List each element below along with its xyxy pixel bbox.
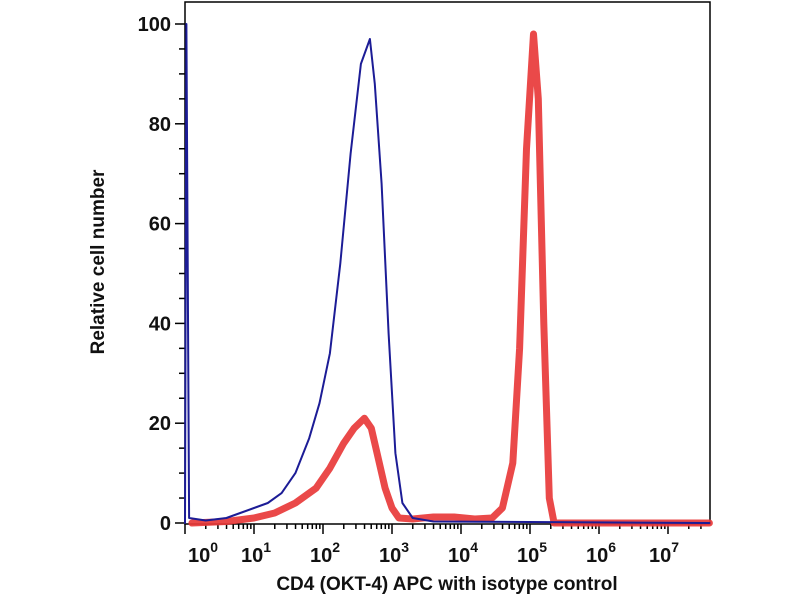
x-tick-base: 10 (586, 545, 608, 567)
x-tick-exponent: 4 (470, 539, 478, 555)
y-tick-label: 60 (149, 214, 171, 236)
x-tick-exponent: 3 (401, 539, 409, 555)
cd4-apc-histogram-line (188, 30, 713, 527)
x-tick-label: 102 (310, 539, 340, 567)
x-tick-label: 106 (586, 539, 616, 567)
x-tick-label: 100 (188, 539, 218, 567)
y-tick-label: 20 (149, 413, 171, 435)
x-tick-exponent: 6 (608, 539, 616, 555)
x-tick-exponent: 1 (263, 539, 271, 555)
x-tick-exponent: 5 (539, 539, 547, 555)
y-tick-label: 100 (138, 14, 171, 36)
isotype-control-histogram-line (184, 23, 711, 524)
x-tick-exponent: 2 (332, 539, 340, 555)
y-tick-label: 40 (149, 313, 171, 335)
x-axis-title: CD4 (OKT-4) APC with isotype control (276, 574, 617, 595)
x-tick-label: 105 (517, 539, 547, 567)
x-tick-base: 10 (379, 545, 401, 567)
x-tick-exponent: 0 (210, 539, 218, 555)
y-tick-label: 0 (160, 513, 171, 535)
x-tick-label: 104 (448, 539, 478, 567)
x-tick-label: 107 (649, 539, 679, 567)
x-tick-base: 10 (241, 545, 263, 567)
x-tick-label: 103 (379, 539, 409, 567)
x-tick-label: 101 (241, 539, 271, 567)
x-tick-base: 10 (188, 545, 210, 567)
y-axis-title: Relative cell number (88, 169, 109, 354)
x-tick-base: 10 (517, 545, 539, 567)
plot-frame (184, 1, 711, 525)
x-tick-exponent: 7 (671, 539, 679, 555)
x-tick-base: 10 (448, 545, 470, 567)
x-tick-base: 10 (310, 545, 332, 567)
x-tick-base: 10 (649, 545, 671, 567)
y-tick-label: 80 (149, 114, 171, 136)
